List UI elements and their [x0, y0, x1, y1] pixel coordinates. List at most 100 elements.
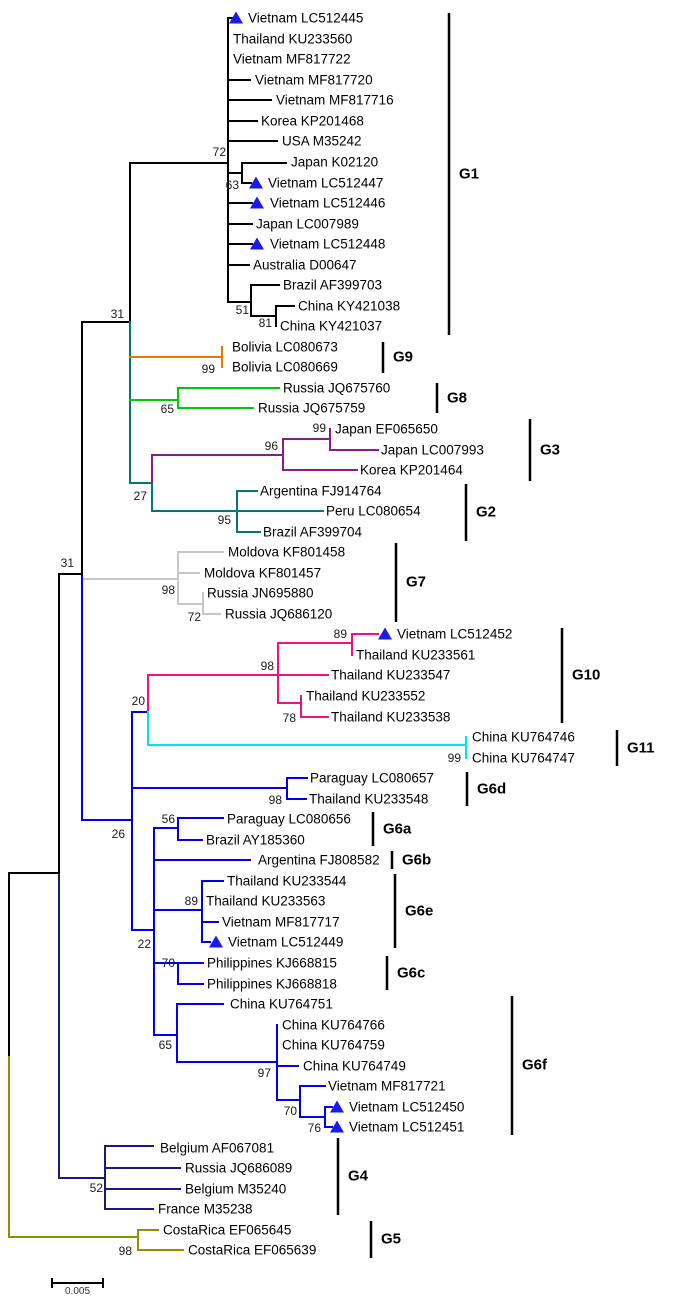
- bootstrap-value: 31: [61, 556, 75, 570]
- group-label: G6a: [383, 821, 412, 838]
- taxon-marker-icon: [249, 176, 263, 189]
- leaf-label: CostaRica EF065639: [188, 1243, 316, 1258]
- leaf-label: Russia JQ686089: [185, 1161, 292, 1176]
- bootstrap-value: 65: [161, 402, 175, 416]
- leaf-label: China KU764751: [230, 997, 333, 1012]
- bootstrap-value: 76: [308, 1121, 322, 1135]
- leaf-label: Argentina FJ914764: [260, 484, 382, 499]
- leaf-label: France M35238: [158, 1202, 253, 1217]
- group-label: G8: [447, 390, 467, 407]
- leaf-label: Philippines KJ668818: [207, 977, 337, 992]
- bootstrap-value: 98: [119, 1244, 133, 1258]
- leaf-label: China KU764749: [303, 1059, 406, 1074]
- leaf-label: China KU764747: [472, 751, 575, 766]
- leaf-label: Paraguay LC080657: [310, 771, 434, 786]
- bootstrap-value: 72: [213, 145, 227, 159]
- leaf-label: Vietnam LC512446: [270, 196, 385, 211]
- bootstrap-value: 89: [334, 627, 348, 641]
- group-label: G6f: [522, 1057, 548, 1074]
- bootstrap-value: 89: [185, 894, 199, 908]
- leaf-label: Japan EF065650: [335, 422, 438, 437]
- leaf-label: China KY421037: [280, 319, 382, 334]
- leaf-label: Russia JQ686120: [225, 607, 332, 622]
- leaf-label: Thailand KU233560: [233, 32, 352, 47]
- leaf-label: Bolivia LC080673: [232, 340, 338, 355]
- taxon-marker-icon: [250, 237, 264, 250]
- group-label: G2: [476, 504, 496, 521]
- leaf-label: Thailand KU233544: [227, 874, 347, 889]
- bootstrap-value: 78: [283, 711, 297, 725]
- group-label: G5: [381, 1231, 401, 1248]
- leaf-label: Korea KP201464: [360, 463, 463, 478]
- leaf-label: Vietnam LC512449: [228, 935, 343, 950]
- leaf-label: Peru LC080654: [326, 504, 421, 519]
- leaf-label: Philippines KJ668815: [207, 956, 337, 971]
- leaf-label: Thailand KU233561: [356, 648, 475, 663]
- leaf-label: Belgium AF067081: [160, 1141, 274, 1156]
- bootstrap-value: 98: [269, 793, 283, 807]
- bootstrap-value: 95: [218, 513, 232, 527]
- bootstrap-value: 52: [90, 1181, 104, 1195]
- leaf-label: Argentina FJ808582: [258, 853, 380, 868]
- leaf-label: Russia JQ675759: [258, 401, 365, 416]
- scale-bar-label: 0.005: [64, 1286, 91, 1297]
- leaf-label: Russia JN695880: [207, 586, 314, 601]
- leaf-label: Vietnam LC512448: [270, 237, 385, 252]
- group-label: G6b: [402, 852, 431, 869]
- bootstrap-value: 99: [202, 362, 216, 376]
- leaf-label: Japan LC007993: [381, 443, 484, 458]
- leaf-label: USA M35242: [282, 134, 362, 149]
- group-label: G6c: [397, 965, 425, 982]
- leaf-label: Vietnam LC512450: [349, 1100, 464, 1115]
- bootstrap-value: 26: [112, 827, 126, 841]
- group-label: G6e: [405, 903, 433, 920]
- leaf-label: Thailand KU233563: [206, 894, 325, 909]
- leaf-label: Bolivia LC080669: [232, 360, 338, 375]
- leaf-label: Vietnam LC512451: [349, 1120, 464, 1135]
- bootstrap-value: 56: [162, 812, 176, 826]
- bootstrap-value: 20: [132, 694, 146, 708]
- leaf-label: China KU764759: [282, 1038, 385, 1053]
- leaf-label: Belgium M35240: [185, 1182, 286, 1197]
- leaf-label: Thailand KU233552: [306, 689, 425, 704]
- leaf-label: Brazil AF399704: [263, 525, 363, 540]
- leaf-label: Vietnam MF817716: [276, 93, 394, 108]
- bootstrap-value: 98: [261, 659, 275, 673]
- leaf-label: Brazil AY185360: [206, 833, 305, 848]
- bootstrap-value: 31: [111, 307, 125, 321]
- leaf-label: Vietnam MF817717: [222, 915, 340, 930]
- leaf-label: Moldova KF801458: [228, 545, 345, 560]
- leaf-label: Australia D00647: [253, 258, 357, 273]
- leaf-label: Russia JQ675760: [283, 381, 390, 396]
- bootstrap-value: 96: [265, 439, 279, 453]
- bootstrap-value: 65: [159, 1038, 173, 1052]
- leaf-label: CostaRica EF065645: [163, 1223, 291, 1238]
- group-label: G9: [393, 349, 413, 366]
- taxon-marker-icon: [250, 196, 264, 209]
- taxon-marker-icon: [378, 627, 392, 640]
- leaf-label: Japan K02120: [291, 155, 378, 170]
- bootstrap-value: 27: [134, 489, 148, 503]
- leaf-label: Brazil AF399703: [283, 278, 382, 293]
- bootstrap-value: 99: [313, 421, 327, 435]
- bootstrap-value: 72: [188, 610, 202, 624]
- group-label: G3: [540, 442, 560, 459]
- bootstrap-value: 98: [162, 583, 176, 597]
- bootstrap-value: 22: [138, 937, 152, 951]
- leaf-label: Vietnam LC512452: [397, 627, 512, 642]
- bootstrap-value: 99: [448, 751, 462, 765]
- group-label: G7: [406, 574, 426, 591]
- taxon-marker-icon: [330, 1120, 344, 1133]
- leaf-label: Thailand KU233538: [331, 710, 450, 725]
- bootstrap-value: 63: [226, 178, 240, 192]
- bootstrap-value: 70: [162, 956, 176, 970]
- leaf-label: Thailand KU233547: [331, 668, 450, 683]
- taxon-marker-icon: [330, 1100, 344, 1113]
- leaf-label: Thailand KU233548: [309, 792, 428, 807]
- group-label: G11: [627, 740, 655, 757]
- leaf-label: China KU764746: [472, 730, 575, 745]
- leaf-label: Vietnam MF817721: [328, 1079, 446, 1094]
- leaf-label: Vietnam MF817720: [255, 73, 373, 88]
